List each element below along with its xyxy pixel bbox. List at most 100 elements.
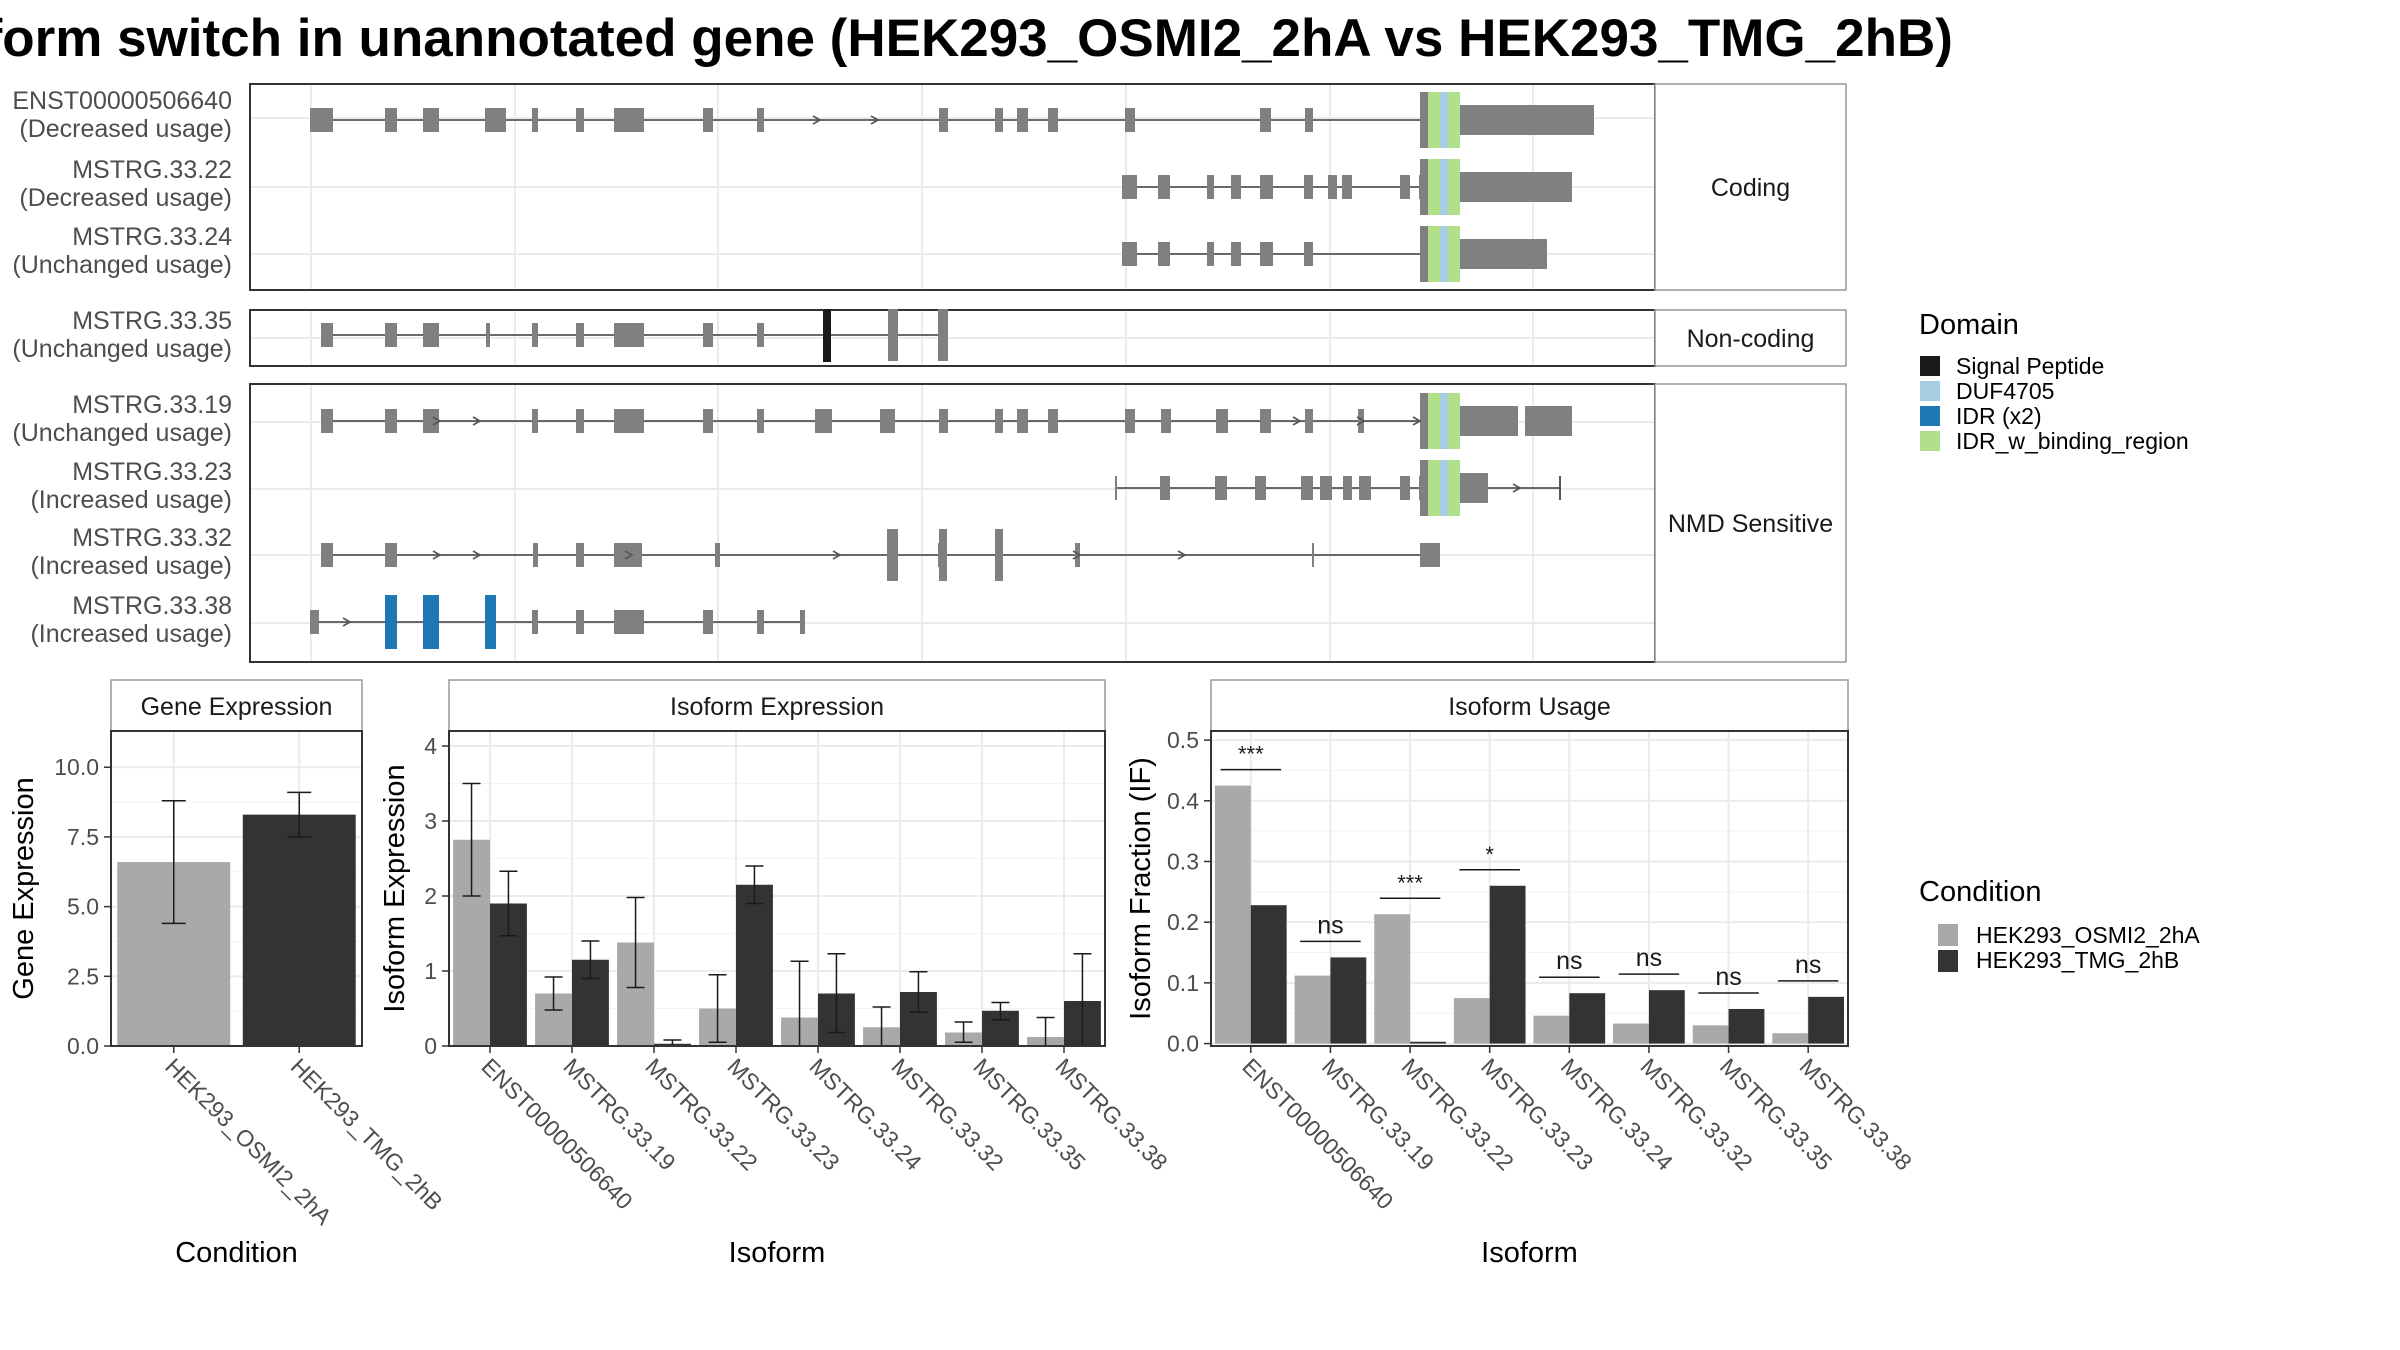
significance-label: ns <box>1556 947 1582 975</box>
bar <box>1648 990 1685 1044</box>
exon <box>1304 242 1313 266</box>
exon <box>1312 543 1314 567</box>
exon <box>576 543 584 567</box>
exon <box>576 610 584 634</box>
condition-legend-title: Condition <box>1919 876 2042 908</box>
exon <box>1460 239 1547 269</box>
y-tick-label: 0.5 <box>1167 727 1199 753</box>
exon <box>423 409 439 433</box>
isoform-id-label: MSTRG.33.22 <box>72 156 232 184</box>
idr-binding-domain <box>1428 159 1440 215</box>
exon <box>1400 175 1410 199</box>
significance-label: *** <box>1238 742 1264 767</box>
exon <box>1231 175 1241 199</box>
y-tick-label: 0 <box>424 1033 437 1059</box>
isoform-id-label: ENST00000506640 <box>12 87 232 115</box>
exon <box>532 610 538 634</box>
isoform-id-label: MSTRG.33.23 <box>72 458 232 486</box>
exon <box>1525 406 1572 436</box>
bar <box>1294 975 1331 1044</box>
exon <box>757 610 764 634</box>
bar <box>1569 993 1606 1044</box>
y-tick-label: 3 <box>424 808 437 834</box>
isoform-id-label: MSTRG.33.38 <box>72 592 232 620</box>
exon <box>1260 409 1271 433</box>
y-tick-label: 0.4 <box>1167 788 1199 814</box>
chart-title: Isoform Usage <box>1448 693 1611 721</box>
facet-strip <box>1654 383 1847 663</box>
exon <box>939 108 948 132</box>
facet-strip-label: Non-coding <box>1687 325 1815 353</box>
exon <box>1207 242 1214 266</box>
y-axis-title: Gene Expression <box>8 777 40 999</box>
exon <box>757 108 764 132</box>
y-axis-title: Isoform Expression <box>379 764 411 1012</box>
exon <box>321 409 333 433</box>
y-tick-label: 0.2 <box>1167 909 1199 935</box>
exon <box>1420 92 1428 148</box>
exon <box>1048 108 1058 132</box>
condition-legend-label: HEK293_TMG_2hB <box>1976 947 2179 973</box>
isoform-usage-label: (Decreased usage) <box>19 115 232 143</box>
isoform-usage-label: (Increased usage) <box>30 552 232 580</box>
signal-peptide-domain <box>823 310 831 362</box>
facet-strip <box>1654 83 1847 291</box>
x-tick-label: ENST00000506640 <box>1237 1053 1398 1214</box>
exon <box>614 409 644 433</box>
exon <box>1343 476 1352 500</box>
exon <box>1420 226 1428 282</box>
duf4705-domain <box>1440 92 1448 148</box>
exon <box>614 323 644 347</box>
isoform-id-label: MSTRG.33.19 <box>72 391 232 419</box>
exon <box>1260 175 1273 199</box>
exon <box>423 108 439 132</box>
exon <box>1125 409 1135 433</box>
y-tick-label: 4 <box>424 733 437 759</box>
exon <box>939 529 947 581</box>
exon <box>532 409 538 433</box>
domain-legend-label: IDR_w_binding_region <box>1956 428 2189 454</box>
exon <box>703 409 713 433</box>
exon <box>1158 242 1170 266</box>
y-tick-label: 7.5 <box>67 824 99 850</box>
strand-arrow <box>1292 416 1302 426</box>
exon <box>1260 108 1271 132</box>
exon <box>310 108 333 132</box>
exon <box>995 529 1003 581</box>
bar <box>1374 914 1411 1044</box>
y-tick-label: 0.0 <box>67 1033 99 1059</box>
exon <box>1255 476 1266 500</box>
strand-arrow <box>1177 550 1187 560</box>
significance-label: *** <box>1397 870 1423 895</box>
exon <box>1075 543 1080 567</box>
isoform-id-label: MSTRG.33.32 <box>72 524 232 552</box>
exon <box>1125 108 1135 132</box>
bar-charts: Gene Expression0.02.55.07.510.0HEK293_OS… <box>8 679 1917 1269</box>
figure-title: Isoform switch in unannotated gene (HEK2… <box>0 9 1953 68</box>
domain-legend: Domain Signal Peptide DUF4705 IDR (x2) I… <box>1919 309 2189 454</box>
isoform-usage-label: (Increased usage) <box>30 486 232 514</box>
condition-legend-swatch <box>1938 950 1958 972</box>
isoform-usage-label: (Unchanged usage) <box>12 419 232 447</box>
exon <box>880 409 895 433</box>
bar <box>1613 1023 1649 1044</box>
idr-binding-domain <box>1448 159 1460 215</box>
idr-binding-domain <box>1448 460 1460 516</box>
y-tick-label: 0.1 <box>1167 970 1199 996</box>
exon <box>1301 476 1313 500</box>
chart-title: Isoform Expression <box>670 693 884 721</box>
facet-strip <box>1210 679 1849 732</box>
exon <box>1161 409 1171 433</box>
y-tick-label: 0.0 <box>1167 1031 1199 1057</box>
exon <box>815 409 832 433</box>
exon <box>385 409 397 433</box>
y-tick-label: 10.0 <box>54 754 99 780</box>
y-tick-label: 5.0 <box>67 894 99 920</box>
isoform-usage-label: (Unchanged usage) <box>12 335 232 363</box>
exon <box>1158 175 1170 199</box>
exon <box>423 323 439 347</box>
exon <box>1359 476 1371 500</box>
exon <box>757 409 764 433</box>
exon <box>321 543 333 567</box>
bar <box>1772 1033 1809 1044</box>
